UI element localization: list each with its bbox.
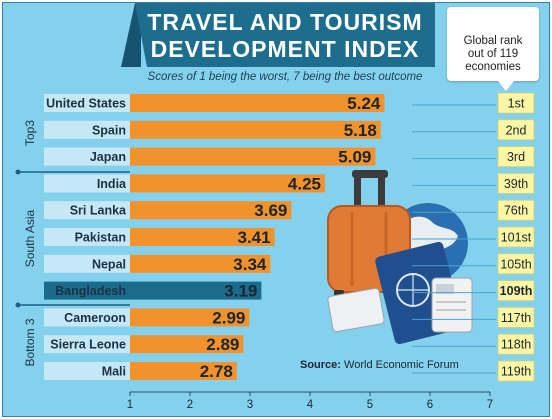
source-text: World Economic Forum	[344, 359, 459, 371]
category-label: Bangladesh	[55, 284, 126, 298]
rank-label: 1st	[508, 97, 525, 111]
category-label-box	[44, 201, 130, 220]
category-label-box	[44, 120, 130, 139]
rank-label: 105th	[500, 257, 531, 271]
rank-label: 2nd	[506, 123, 527, 137]
rank-box	[497, 146, 535, 168]
rank-box	[497, 253, 535, 275]
value-label: 2.78	[200, 362, 233, 381]
title-line-2: DEVELOPMENT INDEX 2024	[150, 36, 420, 89]
rank-header-bubble: Global rank out of 119 economies	[447, 7, 539, 81]
bar	[130, 120, 381, 139]
group-label: South Asia	[23, 209, 37, 267]
category-label-box	[44, 94, 130, 112]
group-separator-dot	[15, 169, 21, 175]
value-label: 2.89	[206, 335, 239, 354]
rank-header-pointer	[498, 81, 514, 91]
category-label-box	[44, 335, 130, 354]
rank-box	[497, 306, 535, 328]
rank-label: 3rd	[507, 150, 525, 164]
rank-header-line-3: economies	[465, 61, 521, 73]
rank-label: 109th	[500, 284, 533, 298]
category-label: Japan	[90, 150, 126, 164]
x-tick-label: 1	[127, 399, 133, 411]
bar	[130, 147, 376, 166]
group-label: Top3	[23, 120, 37, 146]
bar	[130, 335, 244, 354]
rank-header-line-1: Global rank	[463, 35, 523, 47]
rank-label: 118th	[501, 338, 531, 352]
chart-subtitle: Scores of 1 being the worst, 7 being the…	[147, 71, 423, 83]
value-label: 3.41	[238, 228, 271, 247]
category-label-box	[44, 228, 130, 246]
title-banner: TRAVEL AND TOURISM DEVELOPMENT INDEX 202…	[135, 3, 435, 67]
rank-label: 101st	[501, 231, 532, 245]
group-label: Bottom 3	[23, 318, 37, 366]
rank-box	[497, 199, 535, 221]
bar	[130, 94, 385, 112]
value-label: 5.09	[338, 148, 371, 167]
category-label-box	[44, 308, 130, 327]
value-label: 5.24	[347, 94, 381, 113]
bar	[130, 254, 271, 273]
x-tick-label: 7	[487, 399, 493, 411]
group-separator-dot	[15, 302, 21, 308]
x-tick-label: 6	[427, 399, 433, 411]
source-label: Source:	[300, 359, 341, 371]
x-tick-label: 2	[187, 399, 193, 411]
category-label: Pakistan	[75, 231, 126, 245]
rank-label: 76th	[504, 204, 528, 218]
bar	[130, 308, 250, 327]
rank-label: 39th	[504, 177, 528, 191]
bar	[130, 174, 325, 193]
source-note: Source: World Economic Forum	[300, 359, 459, 371]
value-label: 3.19	[224, 282, 257, 301]
value-label: 4.25	[288, 174, 321, 193]
rank-label: 117th	[501, 311, 531, 325]
rank-box	[497, 360, 535, 382]
category-label-box	[44, 362, 130, 380]
rank-box	[497, 280, 535, 302]
category-label-box	[44, 174, 130, 193]
travel-illustration	[327, 170, 473, 345]
value-label: 3.34	[233, 255, 267, 274]
rank-box	[497, 92, 535, 114]
category-label: Cameroon	[64, 311, 126, 325]
title-line-1: TRAVEL AND TOURISM	[147, 9, 423, 35]
category-label: United States	[46, 97, 126, 111]
x-tick-label: 5	[367, 399, 373, 411]
value-label: 2.99	[212, 308, 245, 327]
category-label: Sri Lanka	[70, 204, 127, 218]
category-label: Mali	[102, 365, 126, 379]
category-label: Spain	[92, 123, 126, 137]
rank-label: 119th	[501, 365, 531, 379]
ticket-icon	[327, 277, 473, 333]
category-label-box	[44, 147, 130, 166]
x-tick-label: 3	[247, 399, 253, 411]
category-label: Sierra Leone	[50, 338, 126, 352]
bar	[130, 281, 262, 300]
category-label-box	[44, 254, 130, 273]
rank-box	[497, 226, 535, 248]
x-tick-label: 4	[307, 399, 314, 411]
category-label: India	[97, 177, 127, 191]
category-label-box	[44, 281, 130, 300]
bar	[130, 201, 292, 220]
rank-header-line-2: out of 119	[467, 48, 519, 60]
rank-box	[497, 119, 535, 141]
bar	[130, 228, 275, 246]
value-label: 3.69	[254, 201, 287, 220]
value-label: 5.18	[344, 121, 377, 140]
category-label: Nepal	[92, 257, 126, 271]
rank-box	[497, 333, 535, 355]
bar	[130, 362, 237, 380]
rank-box	[497, 172, 535, 194]
